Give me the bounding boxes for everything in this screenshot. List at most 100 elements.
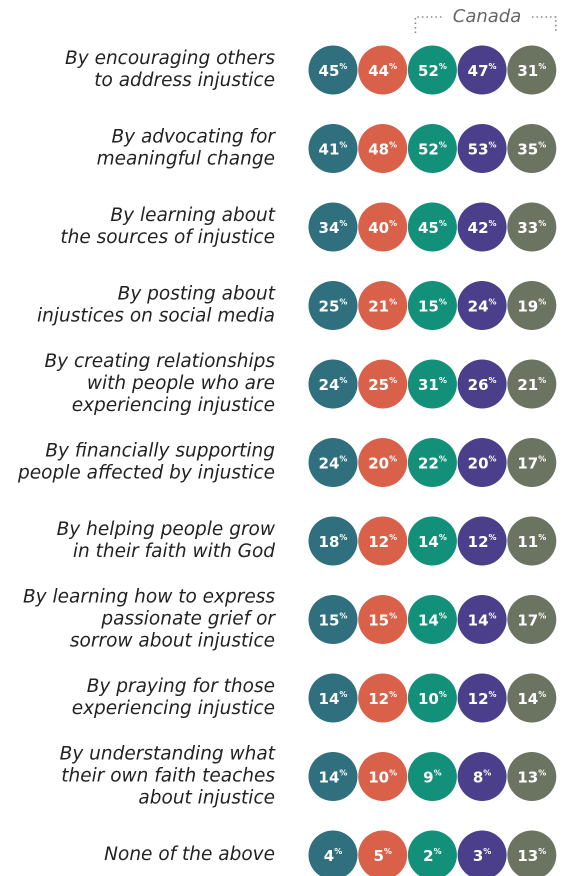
- value-number: 13: [517, 847, 538, 865]
- value-label: 24%: [468, 297, 497, 315]
- row-label: the sources of injustice: [60, 227, 275, 248]
- row-label: By understanding what: [60, 744, 276, 765]
- value-number: 45: [418, 219, 439, 237]
- value-unit: %: [538, 690, 546, 699]
- value-unit: %: [489, 533, 497, 542]
- row-label: By encouraging others: [65, 48, 275, 69]
- value-label: 19%: [517, 297, 546, 315]
- value-label: 17%: [517, 611, 546, 629]
- row-label: their own faith teaches: [61, 766, 275, 787]
- value-unit: %: [439, 611, 447, 620]
- value-label: 21%: [517, 376, 546, 394]
- value-number: 31: [517, 62, 538, 80]
- value-number: 21: [517, 376, 538, 394]
- value-label: 21%: [368, 297, 397, 315]
- value-number: 18: [319, 533, 340, 551]
- value-label: 12%: [368, 690, 397, 708]
- value-label: 12%: [468, 690, 497, 708]
- value-number: 48: [368, 140, 389, 158]
- value-unit: %: [439, 140, 447, 149]
- bracket-label: Canada: [453, 6, 522, 27]
- value-number: 12: [368, 533, 389, 551]
- value-label: 24%: [319, 454, 348, 472]
- value-label: 20%: [368, 454, 397, 472]
- value-dot: [507, 752, 557, 801]
- row-label: By praying for those: [87, 676, 275, 697]
- value-unit: %: [389, 62, 397, 71]
- value-number: 20: [368, 454, 389, 472]
- value-dot: [358, 752, 408, 801]
- row-label: injustices on social media: [37, 306, 275, 327]
- row-label: By learning how to express: [23, 587, 275, 608]
- value-unit: %: [439, 376, 447, 385]
- value-number: 24: [319, 454, 340, 472]
- value-dot: [507, 438, 557, 487]
- value-label: 18%: [319, 533, 348, 551]
- value-label: 20%: [468, 454, 497, 472]
- value-number: 12: [468, 533, 489, 551]
- value-label: 45%: [319, 62, 348, 80]
- value-unit: %: [489, 376, 497, 385]
- value-number: 14: [418, 533, 439, 551]
- value-dot: [457, 124, 507, 173]
- value-dot: [407, 516, 457, 566]
- value-dot: [407, 830, 457, 876]
- row-label: None of the above: [104, 844, 275, 865]
- value-label: 14%: [319, 768, 348, 786]
- value-unit: %: [339, 140, 347, 149]
- value-number: 3: [473, 847, 483, 865]
- value-dot: [308, 45, 358, 95]
- value-dot: [457, 359, 507, 409]
- value-label: 14%: [418, 611, 447, 629]
- value-dot: [407, 202, 457, 252]
- value-label: 34%: [319, 219, 348, 237]
- value-label: 52%: [418, 62, 447, 80]
- value-unit: %: [538, 533, 546, 542]
- value-label: 5%: [373, 847, 391, 865]
- value-dot: [507, 516, 557, 566]
- row-label: in their faith with God: [73, 541, 275, 562]
- value-number: 45: [319, 62, 340, 80]
- value-label: 53%: [468, 140, 497, 158]
- value-unit: %: [339, 376, 347, 385]
- value-dot: [358, 595, 408, 644]
- value-label: 10%: [368, 768, 397, 786]
- value-dot: [457, 438, 507, 487]
- value-dot: [507, 595, 557, 644]
- value-label: 3%: [473, 847, 491, 865]
- value-number: 25: [368, 376, 389, 394]
- value-number: 26: [468, 376, 489, 394]
- value-dot: [507, 673, 557, 723]
- value-dot: [407, 45, 457, 95]
- value-unit: %: [538, 847, 546, 856]
- value-unit: %: [538, 297, 546, 306]
- value-unit: %: [334, 847, 342, 856]
- value-dot: [457, 752, 507, 801]
- value-unit: %: [439, 219, 447, 228]
- value-label: 25%: [319, 297, 348, 315]
- value-unit: %: [489, 219, 497, 228]
- value-unit: %: [538, 376, 546, 385]
- value-dot: [457, 673, 507, 723]
- value-number: 11: [517, 533, 538, 551]
- value-label: 9%: [423, 768, 441, 786]
- value-unit: %: [339, 690, 347, 699]
- value-number: 40: [368, 219, 389, 237]
- value-dot: [308, 516, 358, 566]
- row-label: By learning about: [110, 205, 275, 226]
- value-unit: %: [339, 611, 347, 620]
- row-label: to address injustice: [94, 70, 275, 91]
- bracket-right: [532, 16, 557, 33]
- value-label: 48%: [368, 140, 397, 158]
- value-number: 20: [468, 454, 489, 472]
- value-dot: [407, 438, 457, 487]
- value-number: 2: [423, 847, 433, 865]
- value-dot: [308, 595, 358, 644]
- value-number: 14: [468, 611, 489, 629]
- value-number: 33: [517, 219, 538, 237]
- value-number: 15: [319, 611, 340, 629]
- value-unit: %: [538, 454, 546, 463]
- value-unit: %: [389, 690, 397, 699]
- value-label: 4%: [324, 847, 342, 865]
